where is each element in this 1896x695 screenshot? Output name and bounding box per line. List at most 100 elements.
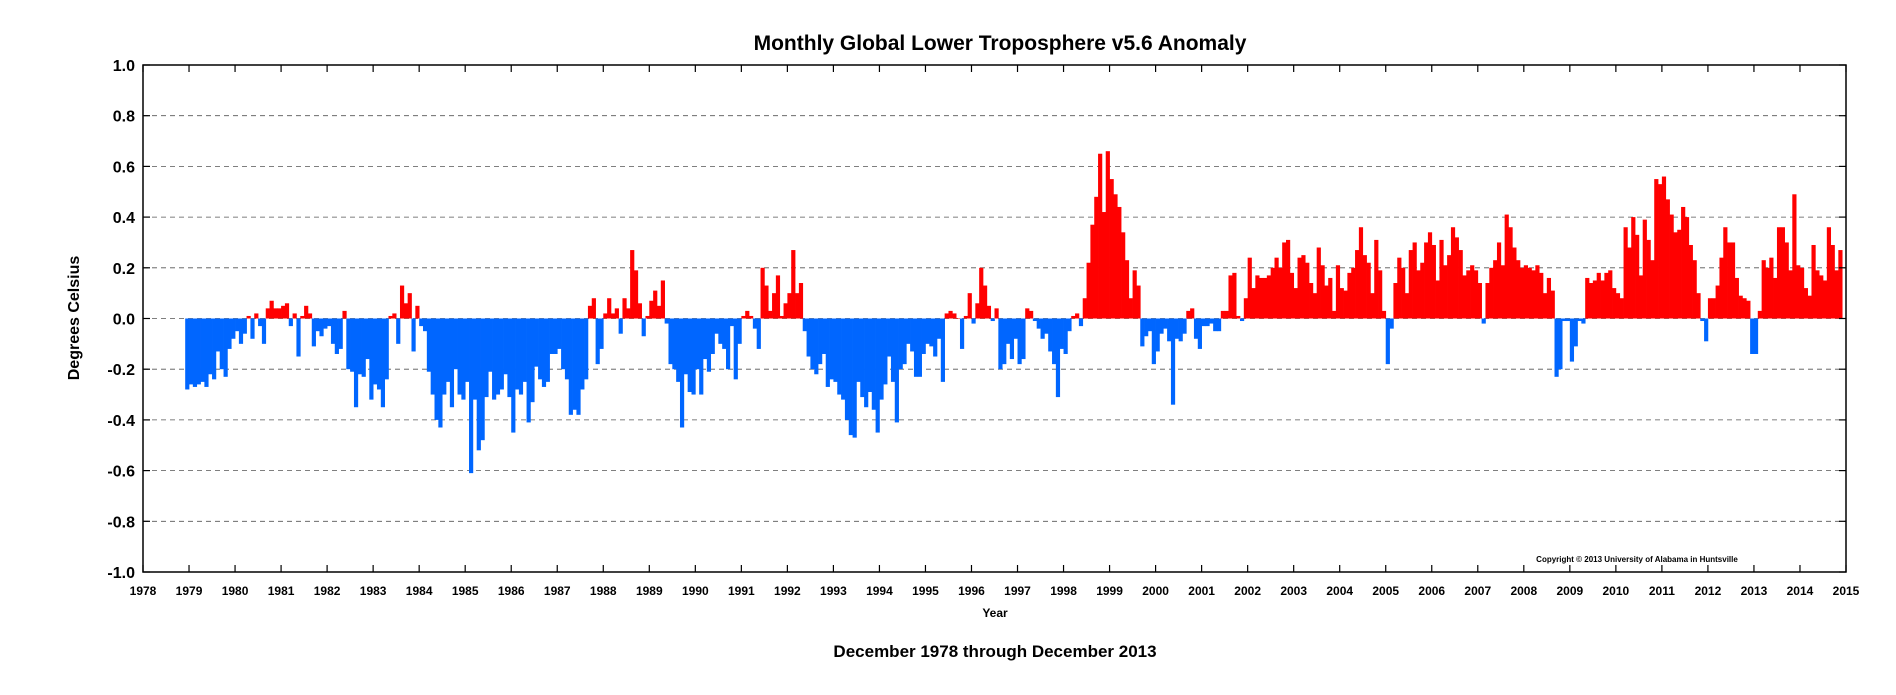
bar (656, 305, 662, 319)
bar (415, 305, 420, 319)
bar (1496, 242, 1502, 319)
bar (894, 318, 899, 423)
bar (1362, 255, 1367, 319)
bar (219, 318, 224, 370)
bar (699, 318, 704, 395)
x-tick-label: 2013 (1741, 584, 1768, 598)
bar (1301, 255, 1306, 319)
bar (887, 318, 892, 357)
bar (1481, 318, 1486, 324)
x-tick-label: 1986 (498, 584, 525, 598)
bar (235, 318, 240, 332)
bar (1059, 318, 1064, 349)
bar (315, 318, 320, 332)
x-tick-label: 1984 (406, 584, 433, 598)
bar (273, 308, 278, 319)
bar (1151, 318, 1156, 365)
bar (906, 318, 911, 344)
bar (534, 318, 539, 367)
bar (580, 318, 585, 390)
x-tick-label: 1982 (314, 584, 341, 598)
bar (1109, 179, 1114, 319)
bar (1006, 318, 1011, 344)
bar (453, 318, 458, 370)
bar (1546, 277, 1552, 319)
y-tick-label: -0.8 (107, 514, 135, 531)
bar (1796, 265, 1801, 319)
bar (564, 318, 570, 380)
bar (1635, 234, 1640, 319)
bar (488, 318, 493, 372)
bar (706, 318, 712, 372)
bar (1658, 184, 1663, 319)
x-tick-label: 1990 (682, 584, 709, 598)
bar (1239, 318, 1245, 322)
bar (438, 318, 443, 428)
bar (687, 318, 692, 393)
bar (1025, 308, 1030, 319)
bar (1086, 262, 1091, 319)
bar (350, 318, 355, 372)
bar (1776, 227, 1782, 319)
bar (1297, 257, 1302, 319)
x-tick-label: 2001 (1188, 584, 1215, 598)
x-tick-label: 1999 (1096, 584, 1123, 598)
bar (1600, 280, 1605, 319)
bar (1650, 260, 1655, 319)
bar (1631, 217, 1636, 319)
bar (1113, 194, 1118, 319)
bar (1769, 257, 1774, 319)
bar (783, 303, 788, 319)
bar (1554, 318, 1559, 377)
bar (1101, 212, 1107, 319)
bar (1523, 265, 1528, 319)
y-tick-label: -0.4 (107, 413, 135, 430)
x-axis-ticks: 1978 1979 1980 1981 1982 1983 1984 1985 1986 1987… (130, 65, 1860, 598)
bar (1255, 275, 1260, 319)
bar (411, 318, 416, 352)
bar (798, 283, 804, 319)
bar (403, 303, 409, 319)
bar (1381, 310, 1387, 319)
bar (672, 318, 677, 370)
bar (718, 318, 723, 344)
bar (1343, 290, 1348, 319)
bar (1021, 318, 1026, 360)
bar (1289, 272, 1295, 319)
bar (1312, 293, 1318, 319)
bar (1569, 318, 1575, 362)
x-tick-label: 1991 (728, 584, 755, 598)
bar (296, 318, 301, 357)
bar (1048, 318, 1053, 352)
x-tick-label: 1985 (452, 584, 479, 598)
bar (1711, 298, 1716, 319)
bar (1136, 285, 1141, 319)
bar (1209, 318, 1214, 324)
bar (1550, 290, 1555, 319)
chart-subtitle: December 1978 through December 2013 (833, 642, 1156, 661)
bar (1098, 153, 1103, 319)
x-tick-label: 2007 (1464, 584, 1491, 598)
bar (825, 318, 830, 387)
bar (587, 305, 593, 319)
bar (810, 318, 815, 370)
bar (1385, 318, 1390, 365)
bar (668, 318, 673, 365)
bar (1009, 318, 1015, 360)
bar (1696, 293, 1701, 319)
bar (1270, 267, 1275, 319)
x-tick-label: 2014 (1787, 584, 1814, 598)
bar (1431, 244, 1436, 319)
bar (1366, 262, 1371, 319)
bar (1140, 318, 1145, 347)
bar (1692, 260, 1697, 319)
bar (990, 318, 995, 322)
bar (1090, 224, 1095, 319)
bar (1673, 232, 1678, 319)
bar (1577, 318, 1582, 322)
bar (1401, 267, 1406, 319)
bar (1558, 318, 1563, 370)
bar (518, 318, 524, 395)
x-tick-label: 2000 (1142, 584, 1169, 598)
y-tick-label: -0.6 (107, 464, 135, 481)
